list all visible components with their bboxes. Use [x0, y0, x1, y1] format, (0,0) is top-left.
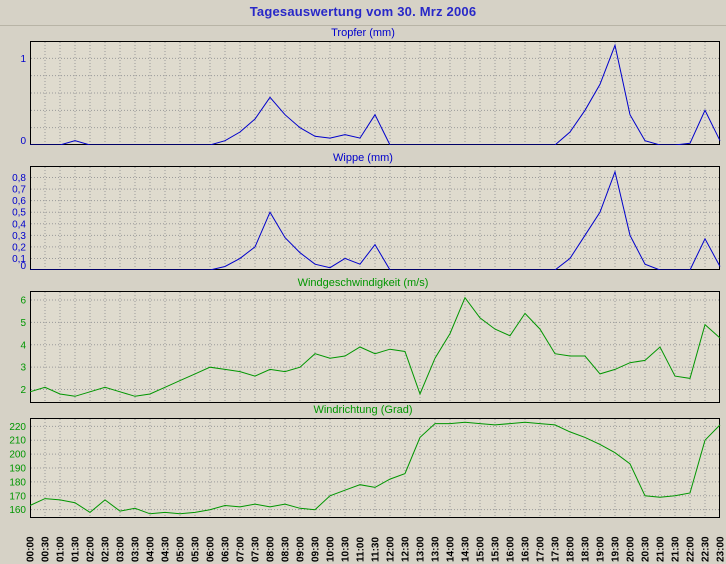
x-tick-label: 17:00 [536, 536, 547, 562]
y-tick-label: 0,2 [12, 242, 26, 253]
x-tick-label: 16:30 [521, 536, 532, 562]
tropfer-plot: 10 [20, 41, 721, 145]
y-tick-label: 170 [9, 491, 26, 502]
chart-wippe: Wippe (mm) 0,8 0,7 0,6 0,5 0,4 0,3 0,2 0,1 0 [0, 151, 726, 270]
x-tick-label: 01:00 [56, 536, 67, 562]
x-tick-label: 04:00 [146, 536, 157, 562]
chart-title-tropfer: Tropfer (mm) [331, 27, 395, 39]
chart-title-windgeschwindigkeit: Windgeschwindigkeit (m/s) [297, 277, 429, 289]
x-tick-label: 10:30 [341, 536, 352, 562]
page-title: Tagesauswertung vom 30. Mrz 2006 [0, 0, 726, 26]
x-tick-label: 18:30 [581, 536, 592, 562]
x-tick-label: 00:30 [41, 536, 52, 562]
y-tick-label: 1 [20, 54, 26, 65]
x-tick-label: 15:30 [491, 536, 502, 562]
x-tick-label: 04:30 [161, 536, 172, 562]
x-tick-label: 22:00 [686, 536, 697, 562]
y-tick-label: 5 [20, 318, 26, 329]
x-tick-label: 19:30 [611, 536, 622, 562]
x-tick-label: 03:00 [116, 536, 127, 562]
x-tick-label: 01:30 [71, 536, 82, 562]
x-tick-label: 20:00 [626, 536, 637, 562]
windgeschwindigkeit-plot: 6 5 4 3 2 [20, 291, 721, 403]
x-tick-label: 02:00 [86, 536, 97, 562]
x-tick-label: 21:00 [656, 536, 667, 562]
x-tick-label: 14:30 [461, 536, 472, 562]
chart-windgeschwindigkeit: Windgeschwindigkeit (m/s) 6 5 4 3 2 [0, 276, 726, 403]
x-tick-label: 02:30 [101, 536, 112, 562]
x-tick-label: 11:30 [371, 537, 382, 562]
x-tick-label: 10:00 [326, 536, 337, 562]
x-tick-label: 17:30 [551, 536, 562, 562]
chart-title-wippe: Wippe (mm) [333, 152, 393, 164]
x-tick-label: 19:00 [596, 536, 607, 562]
x-tick-label: 18:00 [566, 536, 577, 562]
y-tick-label: 180 [9, 477, 26, 488]
y-tick-label: 160 [9, 505, 26, 516]
y-tick-label: 0,4 [12, 219, 26, 230]
y-tick-label: 2 [20, 385, 26, 396]
x-tick-label: 21:30 [671, 536, 682, 562]
y-tick-label: 220 [9, 422, 26, 433]
y-tick-label: 0,5 [12, 208, 26, 219]
x-tick-label: 13:30 [431, 536, 442, 562]
x-tick-label: 11:00 [356, 537, 367, 562]
x-tick-label: 12:00 [386, 536, 397, 562]
y-tick-label: 0 [20, 261, 26, 270]
y-tick-label: 0,8 [12, 173, 26, 184]
x-tick-label: 13:00 [416, 536, 427, 562]
chart-windrichtung: Windrichtung (Grad) 220 210 200 190 180 170 16… [0, 403, 726, 518]
y-tick-label: 3 [20, 363, 26, 374]
data-line [30, 43, 721, 145]
x-tick-label: 06:00 [206, 536, 217, 562]
y-tick-label: 0,1 [12, 254, 26, 265]
x-tick-label: 00:00 [26, 536, 37, 562]
x-tick-label: 22:30 [701, 536, 712, 562]
x-tick-label: 05:00 [176, 536, 187, 562]
x-tick-label: 12:30 [401, 536, 412, 562]
x-tick-label: 16:00 [506, 536, 517, 562]
x-tick-label: 07:30 [251, 536, 262, 562]
x-tick-label: 05:30 [191, 536, 202, 562]
y-tick-label: 210 [9, 436, 26, 447]
x-tick-label: 23:00 [716, 536, 726, 562]
y-tick-label: 0,3 [12, 231, 26, 242]
x-tick-label: 03:30 [131, 536, 142, 562]
x-tick-label: 20:30 [641, 536, 652, 562]
x-tick-label: 15:00 [476, 536, 487, 562]
x-tick-label: 08:30 [281, 536, 292, 562]
x-tick-label: 09:00 [296, 536, 307, 562]
y-tick-label: 6 [20, 295, 26, 306]
y-tick-label: 4 [20, 340, 26, 351]
data-line [29, 296, 721, 397]
y-tick-label: 0 [20, 136, 26, 145]
x-tick-label: 06:30 [221, 536, 232, 562]
windrichtung-plot: 220 210 200 190 180 170 160 [9, 418, 721, 518]
y-tick-label: 190 [9, 464, 26, 475]
wippe-plot: 0,80,70,60,50,40,30,20,10 [12, 166, 721, 270]
x-tick-label: 14:00 [446, 536, 457, 562]
data-line [30, 170, 721, 270]
y-tick-label: 0,6 [12, 196, 26, 207]
time-axis: 00:00 00:30 01:00 01:30 02:00 02:30 03:00 03:30… [26, 536, 726, 562]
x-tick-label: 09:30 [311, 536, 322, 562]
y-tick-label: 200 [9, 450, 26, 461]
chart-title-windrichtung: Windrichtung (Grad) [313, 404, 413, 416]
y-tick-label: 0,7 [12, 185, 26, 196]
data-line [29, 421, 721, 515]
x-tick-label: 08:00 [266, 536, 277, 562]
x-tick-label: 07:00 [236, 536, 247, 562]
